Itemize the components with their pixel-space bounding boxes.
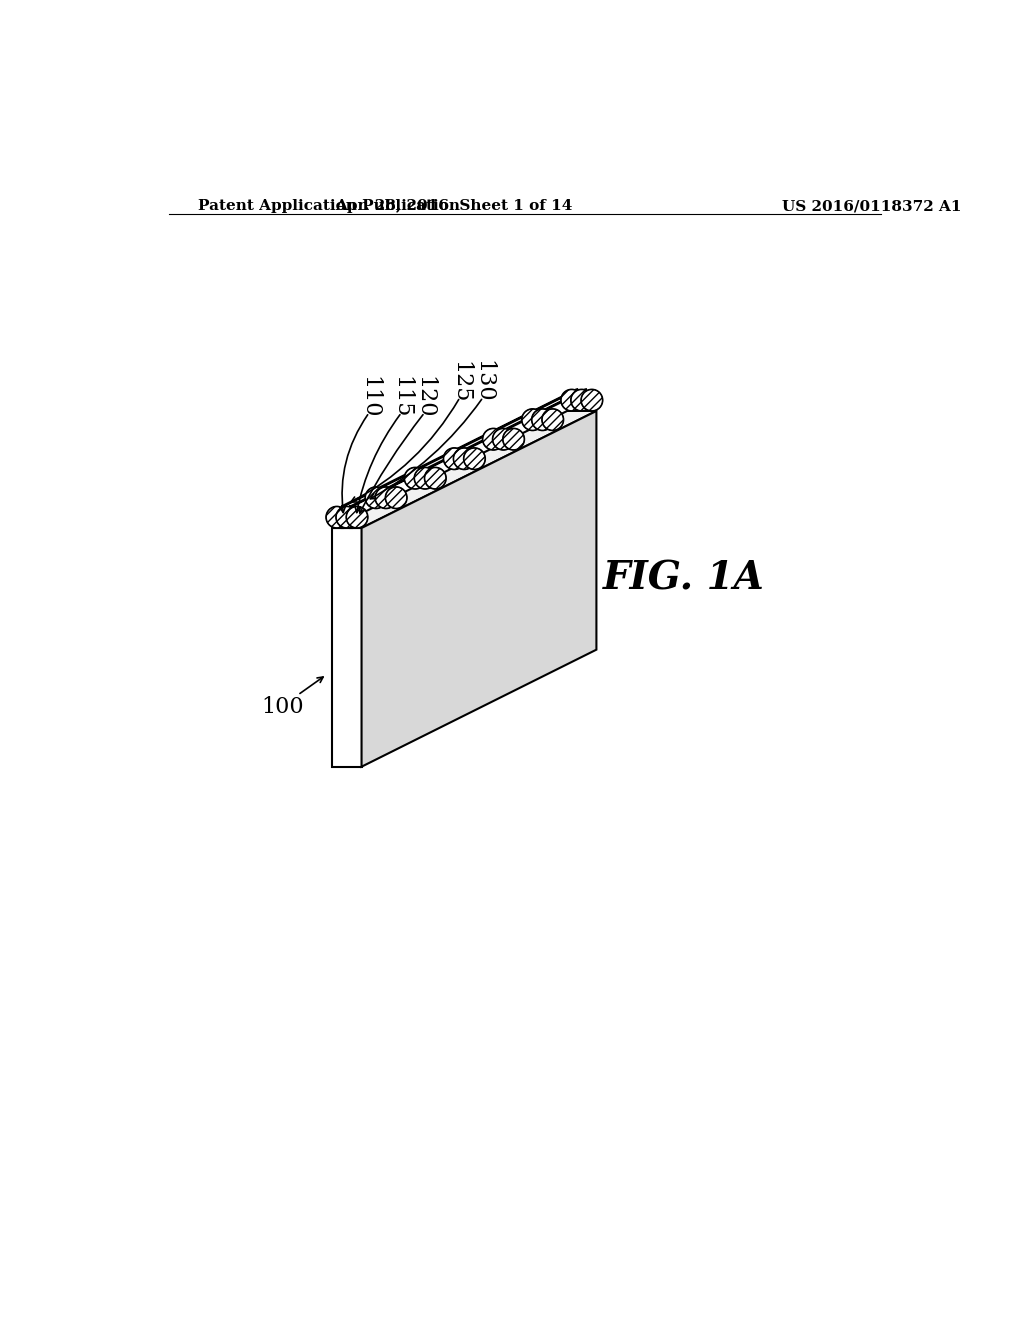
- Text: US 2016/0118372 A1: US 2016/0118372 A1: [782, 199, 962, 214]
- Circle shape: [346, 507, 368, 528]
- Circle shape: [366, 487, 387, 508]
- Text: Patent Application Publication: Patent Application Publication: [199, 199, 461, 214]
- Circle shape: [336, 507, 357, 528]
- Circle shape: [493, 429, 514, 450]
- Circle shape: [375, 487, 396, 508]
- FancyArrowPatch shape: [300, 677, 324, 693]
- Text: 115: 115: [390, 376, 413, 418]
- Polygon shape: [342, 389, 579, 507]
- Circle shape: [404, 467, 426, 488]
- Circle shape: [482, 429, 504, 450]
- Polygon shape: [350, 507, 352, 528]
- Circle shape: [522, 409, 544, 430]
- Circle shape: [425, 467, 446, 488]
- Circle shape: [464, 447, 485, 470]
- Polygon shape: [333, 411, 596, 528]
- Polygon shape: [350, 389, 587, 507]
- FancyArrowPatch shape: [340, 414, 368, 512]
- Circle shape: [415, 467, 436, 488]
- Text: 110: 110: [358, 376, 380, 418]
- Circle shape: [443, 447, 465, 470]
- Circle shape: [542, 409, 563, 430]
- Circle shape: [326, 507, 347, 528]
- Circle shape: [531, 409, 553, 430]
- Polygon shape: [342, 507, 343, 528]
- FancyArrowPatch shape: [359, 414, 423, 513]
- Text: 120: 120: [414, 376, 435, 418]
- Text: 125: 125: [450, 360, 471, 403]
- Text: FIG. 1A: FIG. 1A: [602, 560, 764, 597]
- Polygon shape: [361, 411, 596, 767]
- Text: 100: 100: [262, 696, 304, 718]
- Text: 130: 130: [472, 360, 495, 403]
- Circle shape: [454, 447, 475, 470]
- Circle shape: [570, 389, 593, 411]
- Text: Apr. 28, 2016  Sheet 1 of 14: Apr. 28, 2016 Sheet 1 of 14: [335, 199, 572, 214]
- FancyArrowPatch shape: [351, 400, 459, 502]
- Circle shape: [385, 487, 407, 508]
- Circle shape: [581, 389, 603, 411]
- FancyArrowPatch shape: [355, 414, 400, 512]
- Circle shape: [561, 389, 583, 411]
- Circle shape: [503, 429, 524, 450]
- FancyArrowPatch shape: [371, 400, 481, 499]
- Polygon shape: [333, 528, 361, 767]
